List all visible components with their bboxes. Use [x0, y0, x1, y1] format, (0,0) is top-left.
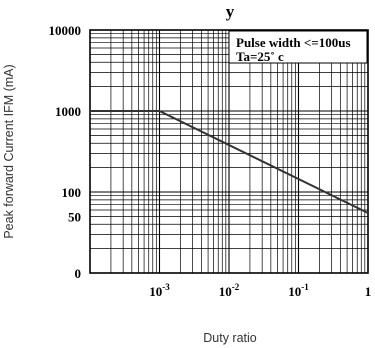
- x-tick-label: 1: [365, 284, 372, 299]
- x-tick-label: 10-1: [288, 282, 309, 299]
- y-tick-label: 50: [68, 209, 81, 224]
- x-tick-label: 10-3: [149, 282, 170, 299]
- x-tick-labels: 10-3 10-2 10-1 1: [149, 282, 371, 299]
- y-tick-label: 0: [75, 266, 82, 281]
- y-tick-labels: 0 50 100 1000 10000: [49, 23, 82, 281]
- annotation-pulse-width: Pulse width <=100us: [236, 35, 351, 50]
- annotation-box: Pulse width <=100us Ta=25˚ c: [229, 31, 367, 64]
- y-tick-label: 1000: [55, 104, 81, 119]
- x-tick-label: 10-2: [219, 282, 240, 299]
- chart-title: y: [226, 2, 235, 21]
- x-axis-label: Duty ratio: [203, 331, 257, 345]
- y-tick-label: 100: [62, 185, 82, 200]
- grid-layer: [90, 30, 368, 273]
- y-tick-label: 10000: [49, 23, 82, 38]
- annotation-temperature: Ta=25˚ c: [236, 49, 284, 64]
- y-axis-label: Peak forward Current IFM (mA): [2, 64, 16, 238]
